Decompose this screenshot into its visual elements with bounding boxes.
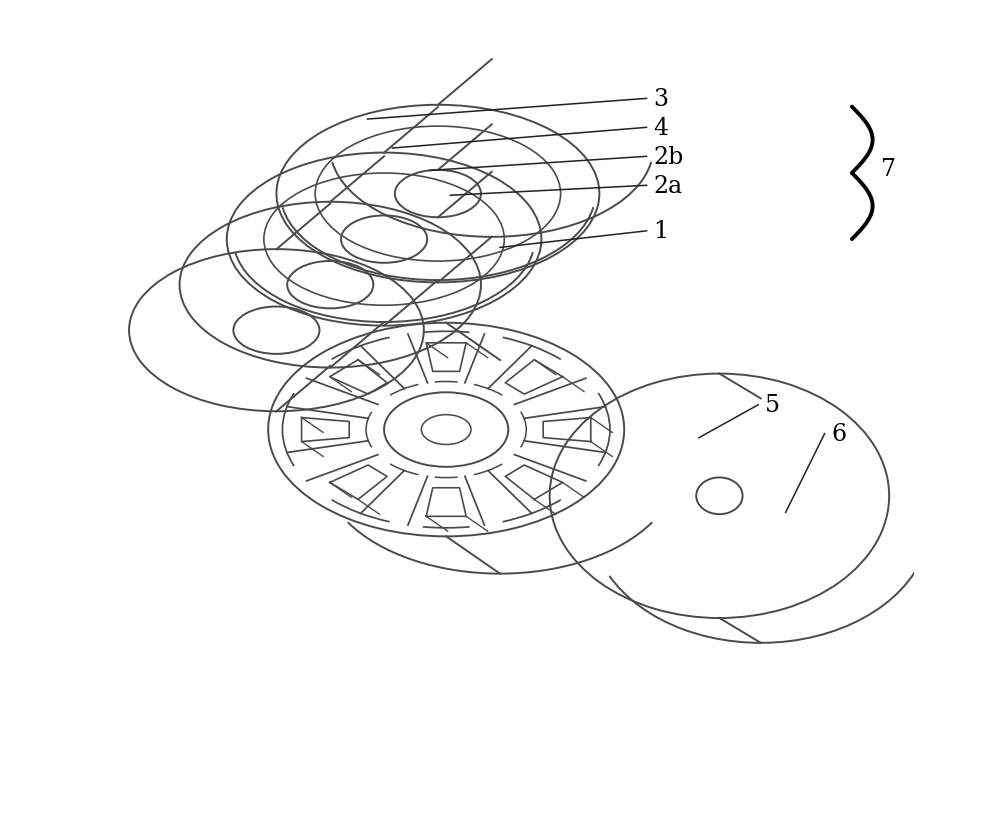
Text: 1: 1	[653, 220, 668, 243]
Text: 5: 5	[765, 394, 780, 417]
Text: 4: 4	[653, 117, 668, 140]
Text: 7: 7	[881, 158, 896, 181]
Text: 2b: 2b	[653, 146, 683, 169]
Text: 2a: 2a	[653, 174, 682, 198]
Text: 6: 6	[831, 423, 846, 446]
Text: 3: 3	[653, 88, 668, 111]
